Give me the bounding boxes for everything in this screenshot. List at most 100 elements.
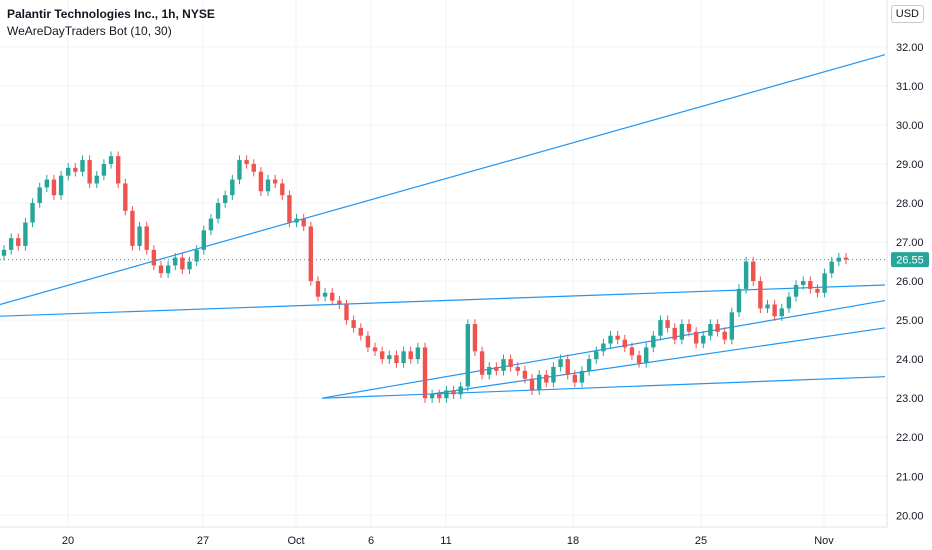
candle-body [1, 249, 7, 256]
currency-button[interactable]: USD [890, 5, 924, 23]
candle-body [808, 281, 813, 289]
candle-body [372, 347, 378, 352]
candle-body [265, 179, 271, 192]
candle-body [629, 347, 635, 356]
candle-body [736, 288, 742, 313]
candle-body [715, 324, 720, 332]
candle-body [772, 304, 777, 317]
candle-body [258, 171, 264, 192]
candle-body [165, 265, 171, 274]
price-tick-label: 24.00 [896, 354, 924, 366]
candle-body [586, 359, 592, 371]
trendline[interactable] [429, 327, 886, 395]
candle-body [722, 331, 727, 340]
candle-body [522, 370, 528, 379]
candle-body [23, 222, 28, 246]
candle-body [515, 366, 520, 371]
candle-body [301, 218, 306, 227]
price-tick-label: 27.00 [896, 237, 924, 249]
price-tick-label: 32.00 [896, 42, 924, 54]
candle-body [558, 359, 563, 367]
candle-body [693, 331, 699, 344]
candle-body [201, 230, 206, 250]
candle-body [251, 163, 256, 172]
time-tick-label: Nov [814, 535, 834, 547]
price-tick-label: 25.00 [896, 315, 924, 327]
candle-body [315, 281, 321, 297]
candle-body [351, 320, 356, 328]
candle-body [16, 238, 21, 246]
candle-body [608, 335, 613, 344]
candle-body [651, 335, 656, 348]
candle-body [244, 160, 249, 164]
candle-body [58, 175, 64, 196]
candle-body [173, 257, 178, 266]
candle-body [579, 370, 585, 383]
candle-body [123, 183, 128, 211]
candle-body [337, 300, 342, 305]
trendline[interactable] [0, 284, 886, 317]
candle-body [708, 324, 713, 336]
candle-body [679, 324, 685, 340]
candle-body [829, 261, 834, 274]
candle-body [822, 273, 827, 293]
symbol-title[interactable]: Palantir Technologies Inc., 1h, NYSE [7, 7, 215, 21]
candle-body [322, 292, 328, 297]
last-price-tag: 26.55 [891, 252, 929, 268]
price-tick-label: 28.00 [896, 198, 924, 210]
candle-body [187, 261, 192, 270]
candle-body [151, 249, 157, 266]
candle-body [665, 320, 670, 328]
candle-body [472, 324, 478, 352]
last-price-tag-background [891, 252, 929, 268]
candle-body [615, 335, 620, 340]
candle-body [30, 202, 35, 223]
candle-body [80, 160, 85, 172]
candle-body [544, 374, 549, 383]
candle-body [451, 390, 456, 395]
candle-body [487, 366, 492, 375]
candle-body [8, 238, 14, 250]
candle-body [130, 210, 135, 246]
candle-body [237, 160, 242, 180]
last-price-tag-text: 26.55 [896, 255, 924, 267]
time-axis-labels: 20 27 Oct 6 11 18 25 Nov [62, 535, 834, 547]
candle-body [223, 195, 228, 203]
candle-body [751, 261, 756, 282]
candle-body [365, 335, 371, 348]
time-tick-label: 25 [695, 535, 707, 547]
candle-body [272, 179, 278, 184]
candle-body [572, 374, 578, 383]
candle-body [622, 339, 627, 348]
candle-body [87, 160, 92, 184]
price-tick-label: 31.00 [896, 81, 924, 93]
candle-body [37, 187, 42, 203]
candle-body [494, 366, 499, 371]
candle-body [230, 179, 235, 196]
candle-body [644, 347, 649, 364]
price-tick-label: 26.00 [896, 276, 924, 288]
indicator-title[interactable]: WeAreDayTraders Bot (10, 30) [7, 24, 172, 38]
candle-body [108, 156, 114, 164]
candle-body [394, 355, 399, 364]
candle-body [765, 304, 770, 309]
candle-body [379, 351, 385, 360]
time-axis-panel[interactable] [0, 527, 887, 550]
candle-body [551, 366, 556, 383]
candle-body [358, 327, 363, 336]
price-tick-label: 23.00 [896, 393, 924, 405]
candle-body [601, 343, 606, 352]
candle-body [536, 374, 542, 391]
trendline[interactable] [0, 54, 886, 306]
candle-body [779, 308, 784, 317]
candle-body [330, 292, 335, 301]
trendline[interactable] [321, 376, 886, 399]
candle-body [408, 351, 413, 360]
price-tick-label: 20.00 [896, 510, 924, 522]
time-tick-label: 27 [197, 535, 209, 547]
candle-body [308, 226, 314, 282]
time-tick-label: 20 [62, 535, 74, 547]
candle-body [594, 351, 599, 360]
candle-body [701, 335, 706, 344]
